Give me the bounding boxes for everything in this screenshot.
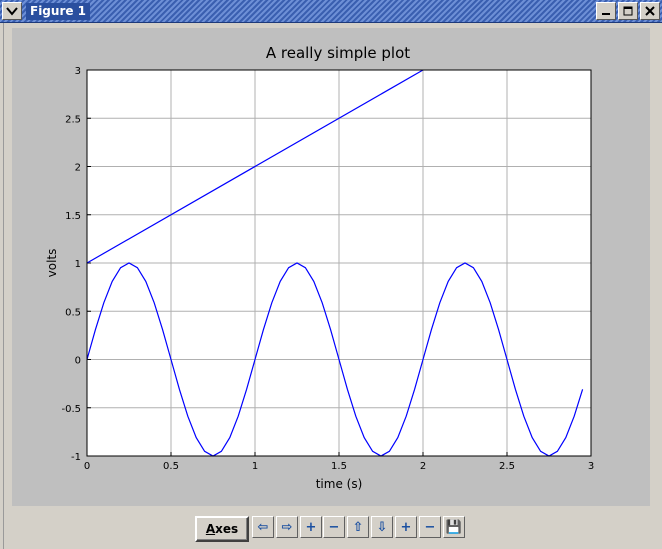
maximize-button[interactable] <box>618 2 638 20</box>
pan-up-icon: ⇧ <box>352 519 364 535</box>
zoom-out-y-button[interactable]: − <box>419 516 441 538</box>
y-axis-label: volts <box>45 249 59 278</box>
x-axis-ticks: 0 0.5 1 1.5 2 2.5 3 <box>84 452 594 472</box>
pan-down-button[interactable]: ⇩ <box>371 516 393 538</box>
y-tick-label: 2.5 <box>65 114 81 125</box>
zoom-in-x-icon: + <box>305 519 317 535</box>
chart-svg[interactable]: A really simple plot 0 0.5 1 1.5 2 2.5 3 -1 -0.… <box>12 28 650 506</box>
window-left-edge <box>0 23 4 549</box>
axes-button-mnemonic: A <box>205 522 216 536</box>
zoom-in-y-icon: + <box>400 519 412 535</box>
title-bar[interactable]: Figure 1 <box>0 0 662 23</box>
y-tick-label: 2 <box>75 163 81 174</box>
minimize-icon <box>602 13 610 15</box>
window-title: Figure 1 <box>26 3 91 20</box>
zoom-out-y-icon: − <box>424 519 436 535</box>
y-tick-label: 3 <box>75 66 81 77</box>
plot-frame <box>86 69 592 457</box>
pan-up-button[interactable]: ⇧ <box>347 516 369 538</box>
chart-title: A really simple plot <box>266 44 410 62</box>
chevron-down-icon <box>6 7 18 16</box>
series-group <box>86 69 584 457</box>
y-tick-label: 0 <box>75 356 81 367</box>
close-icon <box>645 6 655 16</box>
figure-canvas[interactable]: A really simple plot 0 0.5 1 1.5 2 2.5 3 -1 -0.… <box>12 28 650 506</box>
pan-down-icon: ⇩ <box>376 519 388 535</box>
x-tick-label: 2 <box>420 461 426 472</box>
zoom-in-x-button[interactable]: + <box>300 516 322 538</box>
save-icon: 💾 <box>445 519 463 535</box>
y-tick-label: 1.5 <box>65 211 81 222</box>
y-tick-label: -1 <box>71 452 81 463</box>
maximize-icon <box>623 6 633 16</box>
x-tick-label: 1.5 <box>331 461 347 472</box>
x-tick-label: 3 <box>588 461 594 472</box>
y-tick-label: 1 <box>75 259 81 270</box>
series-line-2 <box>86 262 584 457</box>
x-tick-label: 0 <box>84 461 90 472</box>
back-button[interactable]: ⇦ <box>252 516 274 538</box>
axes-button-label: xes <box>215 522 239 536</box>
x-tick-label: 2.5 <box>499 461 515 472</box>
forward-button[interactable]: ⇨ <box>276 516 298 538</box>
zoom-out-x-icon: − <box>328 519 340 535</box>
zoom-in-y-button[interactable]: + <box>395 516 417 538</box>
x-tick-label: 0.5 <box>163 461 179 472</box>
back-icon: ⇦ <box>257 519 269 535</box>
close-button[interactable] <box>640 2 660 20</box>
window-menu-button[interactable] <box>2 2 22 20</box>
y-tick-label: -0.5 <box>61 404 81 415</box>
x-tick-label: 1 <box>252 461 258 472</box>
minimize-button[interactable] <box>596 2 616 20</box>
y-tick-label: 0.5 <box>65 307 81 318</box>
forward-icon: ⇨ <box>281 519 293 535</box>
zoom-out-x-button[interactable]: − <box>323 516 345 538</box>
x-axis-label: time (s) <box>316 477 363 491</box>
save-button[interactable]: 💾 <box>443 516 465 538</box>
series-line-1 <box>86 69 424 264</box>
